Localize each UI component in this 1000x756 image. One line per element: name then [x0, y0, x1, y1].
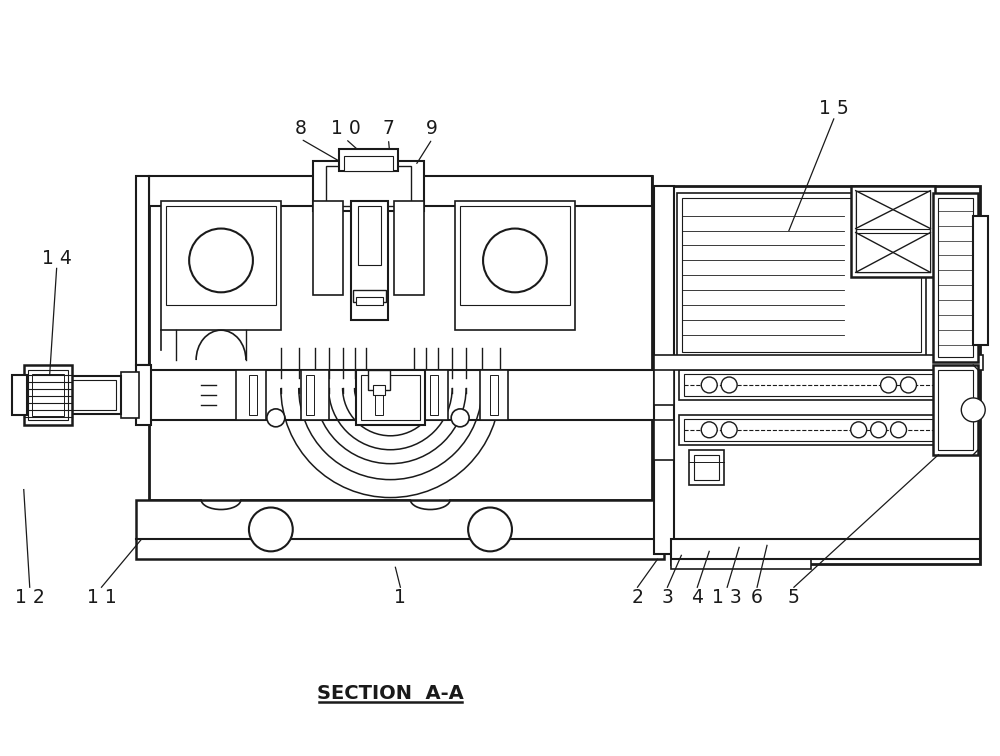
- Circle shape: [451, 409, 469, 427]
- Bar: [361, 375, 420, 420]
- Bar: [490, 375, 498, 415]
- Bar: [373, 385, 385, 395]
- Bar: [12, 375, 27, 415]
- Bar: [28, 370, 68, 420]
- Bar: [856, 191, 930, 272]
- Text: 1 3: 1 3: [712, 587, 742, 607]
- Circle shape: [701, 377, 717, 393]
- Bar: [394, 200, 424, 296]
- Bar: [356, 370, 425, 425]
- Bar: [344, 156, 393, 171]
- Polygon shape: [136, 175, 149, 365]
- Bar: [72, 380, 116, 410]
- Bar: [430, 375, 438, 415]
- Circle shape: [701, 422, 717, 438]
- Bar: [375, 375, 383, 415]
- Bar: [149, 370, 659, 420]
- Bar: [455, 200, 575, 330]
- Bar: [313, 200, 343, 296]
- Bar: [365, 370, 393, 420]
- Text: SECTION  A-A: SECTION A-A: [317, 684, 464, 703]
- Bar: [933, 193, 978, 362]
- Bar: [684, 374, 933, 396]
- Circle shape: [468, 507, 512, 551]
- Bar: [682, 197, 921, 352]
- Bar: [689, 450, 724, 485]
- Bar: [856, 191, 930, 228]
- Bar: [358, 206, 381, 265]
- Bar: [654, 355, 983, 370]
- Bar: [67, 376, 121, 414]
- Text: 1 0: 1 0: [331, 119, 360, 138]
- Circle shape: [901, 377, 916, 393]
- Bar: [149, 175, 652, 206]
- Bar: [351, 200, 388, 321]
- Text: 1 1: 1 1: [87, 587, 116, 607]
- Bar: [671, 539, 980, 559]
- Circle shape: [961, 398, 985, 422]
- Bar: [136, 365, 151, 425]
- Bar: [136, 500, 664, 559]
- Bar: [654, 186, 674, 554]
- Circle shape: [891, 422, 907, 438]
- Bar: [671, 365, 980, 564]
- Bar: [856, 233, 930, 272]
- Text: 9: 9: [426, 119, 438, 138]
- Text: 6: 6: [751, 587, 763, 607]
- Bar: [851, 186, 935, 277]
- Circle shape: [249, 507, 293, 551]
- Bar: [326, 166, 411, 206]
- Bar: [24, 365, 72, 425]
- Text: 1 2: 1 2: [15, 587, 45, 607]
- Circle shape: [483, 228, 547, 293]
- Bar: [933, 365, 978, 454]
- Text: 1: 1: [394, 587, 406, 607]
- Bar: [654, 365, 674, 405]
- Bar: [671, 186, 980, 365]
- Text: 2: 2: [632, 587, 643, 607]
- Bar: [32, 374, 64, 416]
- Text: 3: 3: [661, 587, 673, 607]
- Bar: [149, 175, 652, 539]
- Bar: [677, 193, 926, 357]
- Bar: [679, 370, 938, 400]
- Bar: [161, 200, 281, 330]
- Bar: [356, 297, 383, 305]
- Text: 8: 8: [295, 119, 307, 138]
- Bar: [938, 197, 973, 357]
- Bar: [368, 370, 390, 390]
- Circle shape: [721, 422, 737, 438]
- Bar: [249, 375, 257, 415]
- Text: 7: 7: [382, 119, 394, 138]
- Bar: [313, 161, 424, 211]
- Circle shape: [721, 377, 737, 393]
- Bar: [694, 454, 719, 479]
- Bar: [684, 419, 933, 441]
- Bar: [420, 370, 448, 420]
- Bar: [460, 206, 570, 305]
- Bar: [353, 290, 386, 302]
- Circle shape: [871, 422, 887, 438]
- Circle shape: [881, 377, 897, 393]
- Text: 5: 5: [788, 587, 800, 607]
- Bar: [306, 375, 314, 415]
- Bar: [339, 149, 398, 171]
- Bar: [236, 370, 266, 420]
- Bar: [671, 554, 811, 569]
- Bar: [121, 372, 139, 418]
- Text: 1 4: 1 4: [42, 249, 72, 268]
- Bar: [973, 215, 988, 345]
- Bar: [480, 370, 508, 420]
- Circle shape: [851, 422, 867, 438]
- Bar: [938, 370, 973, 450]
- Bar: [679, 415, 938, 445]
- Circle shape: [267, 409, 285, 427]
- Circle shape: [189, 228, 253, 293]
- Text: 4: 4: [691, 587, 703, 607]
- Bar: [654, 420, 674, 460]
- Bar: [301, 370, 329, 420]
- Bar: [166, 206, 276, 305]
- Text: 1 5: 1 5: [819, 100, 849, 119]
